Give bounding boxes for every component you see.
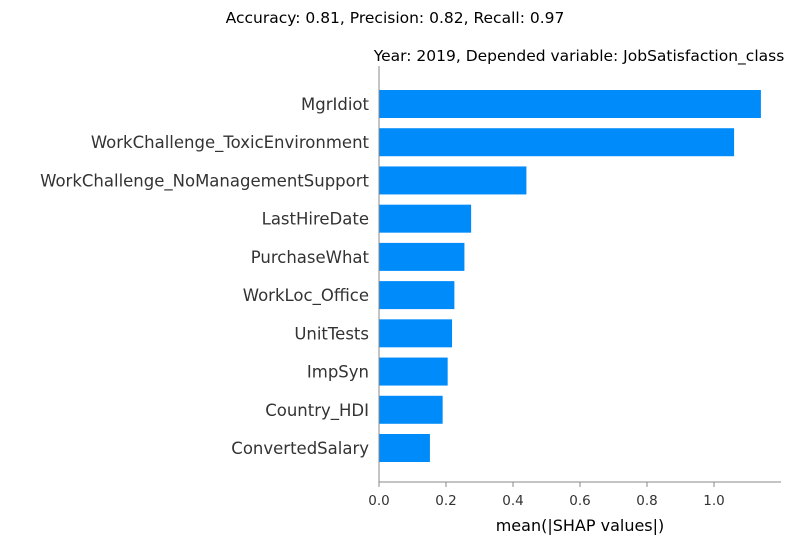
bar-mgridiot xyxy=(379,90,761,118)
bar-unittests xyxy=(379,319,453,348)
x-axis-label: mean(|SHAP values|) xyxy=(496,516,665,535)
bar-lasthiredate xyxy=(379,204,472,233)
category-label: WorkLoc_Office xyxy=(243,286,369,306)
chart-title: Year: 2019, Depended variable: JobSatisf… xyxy=(373,47,785,66)
category-label: UnitTests xyxy=(294,324,369,343)
chart-suptitle: Accuracy: 0.81, Precision: 0.82, Recall:… xyxy=(226,9,565,27)
x-tick-label: 0.8 xyxy=(636,493,657,509)
x-tick-label: 1.0 xyxy=(703,493,724,509)
category-label: ImpSyn xyxy=(307,363,369,382)
x-ticks-group: 0.0 0.2 0.4 0.6 0.8 1.0 xyxy=(368,482,725,509)
category-label: Country_HDI xyxy=(265,401,369,421)
x-tick-label: 0.2 xyxy=(435,493,456,509)
bar-impsyn xyxy=(379,357,448,386)
category-label: WorkChallenge_NoManagementSupport xyxy=(40,171,369,191)
category-label: MgrIdiot xyxy=(301,95,370,114)
bars-group xyxy=(379,90,761,462)
category-label: LastHireDate xyxy=(262,210,369,229)
x-tick-label: 0.6 xyxy=(569,493,590,509)
category-label: PurchaseWhat xyxy=(251,248,370,267)
bar-convertedsalary xyxy=(379,434,430,462)
category-label: ConvertedSalary xyxy=(231,439,369,458)
bar-country-hdi xyxy=(379,395,443,424)
bar-purchasewhat xyxy=(379,242,465,271)
category-labels-group: MgrIdiot WorkChallenge_ToxicEnvironment Wo… xyxy=(40,95,369,458)
category-label: WorkChallenge_ToxicEnvironment xyxy=(91,133,370,153)
bar-workloc-office xyxy=(379,281,455,310)
x-tick-label: 0.4 xyxy=(502,493,523,509)
bar-workchallenge-nomanagementsupport xyxy=(379,166,527,195)
bar-workchallenge-toxicenvironment xyxy=(379,128,735,157)
x-tick-label: 0.0 xyxy=(368,493,389,509)
